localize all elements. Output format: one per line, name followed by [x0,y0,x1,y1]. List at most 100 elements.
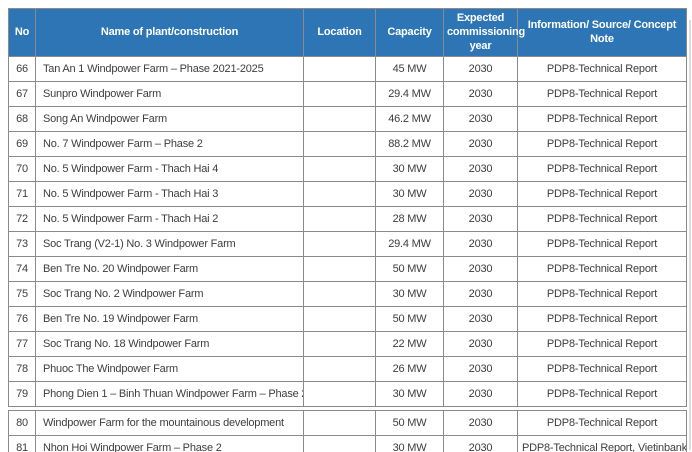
cell-year: 2030 [443,281,518,308]
cell-no: 78 [8,356,36,383]
cell-no: 73 [8,231,36,258]
cell-location [303,381,376,408]
cell-no: 67 [8,81,36,108]
cell-location [303,131,376,158]
table-row: 76 Ben Tre No. 19 Windpower Farm 50 MW 2030… [8,306,687,333]
page-edge-shadow [689,20,691,450]
cell-location [303,281,376,308]
cell-location [303,231,376,258]
cell-source: PDP8-Technical Report [517,410,687,437]
column-header-source: Information/ Source/ Concept Note [517,7,687,58]
cell-location [303,435,376,452]
cell-year: 2030 [443,106,518,133]
cell-year: 2030 [443,381,518,408]
cell-source: PDP8-Technical Report [517,256,687,283]
cell-name: Windpower Farm for the mountainous devel… [35,410,304,437]
cell-location [303,156,376,183]
cell-no: 79 [8,381,36,408]
cell-source: PDP8-Technical Report [517,381,687,408]
cell-year: 2030 [443,231,518,258]
table-row: 68 Song An Windpower Farm 46.2 MW 2030 PDP8-… [8,106,687,133]
cell-name: Phuoc The Windpower Farm [35,356,304,383]
cell-year: 2030 [443,56,518,83]
table-row: 67 Sunpro Windpower Farm 29.4 MW 2030 PDP8-T… [8,81,687,108]
cell-name: No. 5 Windpower Farm - Thach Hai 4 [35,156,304,183]
cell-no: 72 [8,206,36,233]
cell-capacity: 29.4 MW [375,231,444,258]
cell-location [303,410,376,437]
cell-capacity: 50 MW [375,410,444,437]
cell-location [303,81,376,108]
cell-year: 2030 [443,181,518,208]
cell-source: PDP8-Technical Report [517,231,687,258]
cell-name: Sunpro Windpower Farm [35,81,304,108]
cell-capacity: 30 MW [375,435,444,452]
cell-capacity: 30 MW [375,181,444,208]
cell-no: 80 [8,410,36,437]
cell-capacity: 22 MW [375,331,444,358]
cell-source: PDP8-Technical Report [517,331,687,358]
cell-source: PDP8-Technical Report [517,131,687,158]
cell-no: 74 [8,256,36,283]
cell-no: 76 [8,306,36,333]
table-row: 74 Ben Tre No. 20 Windpower Farm 50 MW 2030… [8,256,687,283]
cell-year: 2030 [443,435,518,452]
cell-name: Tan An 1 Windpower Farm – Phase 2021-202… [35,56,304,83]
cell-source: PDP8-Technical Report [517,206,687,233]
table-body-section-2: 80 Windpower Farm for the mountainous dev… [8,410,687,452]
cell-location [303,56,376,83]
cell-location [303,106,376,133]
table-body-section-1: 66 Tan An 1 Windpower Farm – Phase 2021-2… [8,56,687,408]
table-row: 72 No. 5 Windpower Farm - Thach Hai 2 28 M… [8,206,687,233]
table-row: 73 Soc Trang (V2-1) No. 3 Windpower Farm 2… [8,231,687,258]
table-row: 69 No. 7 Windpower Farm – Phase 2 88.2 MW 2… [8,131,687,158]
cell-year: 2030 [443,206,518,233]
table-row: 79 Phong Dien 1 – Binh Thuan Windpower Fa… [8,381,687,408]
cell-year: 2030 [443,306,518,333]
cell-source: PDP8-Technical Report [517,156,687,183]
table-row: 70 No. 5 Windpower Farm - Thach Hai 4 30 M… [8,156,687,183]
table-row: 78 Phuoc The Windpower Farm 26 MW 2030 PDP8-… [8,356,687,383]
column-header-no: No [8,7,36,58]
cell-no: 70 [8,156,36,183]
cell-location [303,256,376,283]
cell-location [303,306,376,333]
cell-year: 2030 [443,256,518,283]
cell-capacity: 30 MW [375,156,444,183]
cell-no: 81 [8,435,36,452]
cell-capacity: 88.2 MW [375,131,444,158]
cell-location [303,356,376,383]
column-header-name: Name of plant/construction [35,7,304,58]
table-row: 75 Soc Trang No. 2 Windpower Farm 30 MW 203… [8,281,687,308]
cell-name: No. 7 Windpower Farm – Phase 2 [35,131,304,158]
column-header-capacity: Capacity [375,7,444,58]
cell-name: Soc Trang (V2-1) No. 3 Windpower Farm [35,231,304,258]
cell-no: 68 [8,106,36,133]
cell-no: 77 [8,331,36,358]
cell-capacity: 30 MW [375,381,444,408]
cell-capacity: 46.2 MW [375,106,444,133]
cell-location [303,331,376,358]
cell-location [303,206,376,233]
cell-source: PDP8-Technical Report [517,181,687,208]
cell-capacity: 26 MW [375,356,444,383]
column-header-location: Location [303,7,376,58]
cell-name: Ben Tre No. 20 Windpower Farm [35,256,304,283]
cell-name: No. 5 Windpower Farm - Thach Hai 2 [35,206,304,233]
table-header-row: No Name of plant/construction Location C… [8,7,687,58]
cell-capacity: 28 MW [375,206,444,233]
cell-capacity: 29.4 MW [375,81,444,108]
cell-source: PDP8-Technical Report, Vietinbank [517,435,687,452]
cell-year: 2030 [443,156,518,183]
cell-name: Soc Trang No. 18 Windpower Farm [35,331,304,358]
cell-name: Soc Trang No. 2 Windpower Farm [35,281,304,308]
table-row: 66 Tan An 1 Windpower Farm – Phase 2021-2… [8,56,687,83]
cell-capacity: 30 MW [375,281,444,308]
cell-source: PDP8-Technical Report [517,106,687,133]
cell-no: 71 [8,181,36,208]
plants-table-section-1: No Name of plant/construction Location C… [8,7,687,408]
table-row: 80 Windpower Farm for the mountainous dev… [8,410,687,437]
cell-no: 69 [8,131,36,158]
table-row: 81 Nhon Hoi Windpower Farm – Phase 2 30 MW… [8,435,687,452]
